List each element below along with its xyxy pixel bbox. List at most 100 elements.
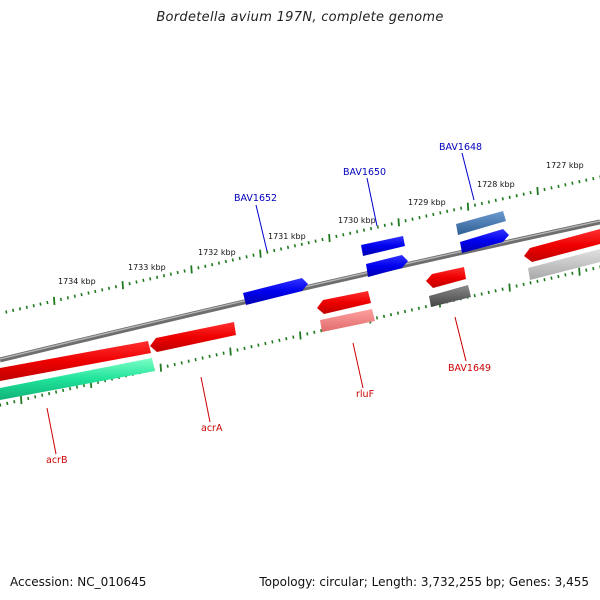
gene-acrB-teal[interactable] [0, 358, 155, 400]
gene-acrA[interactable] [150, 322, 236, 352]
minor-tick [59, 297, 63, 302]
minor-tick [48, 391, 51, 396]
minor-tick [578, 180, 581, 184]
major-tick [159, 363, 162, 372]
major-tick [20, 396, 23, 405]
minor-tick [564, 183, 567, 187]
minor-tick [480, 292, 483, 296]
minor-tick [529, 281, 532, 285]
label-acrB: acrB [46, 455, 67, 466]
gene-bav1648-a[interactable] [456, 211, 506, 235]
minor-tick [564, 273, 567, 277]
minor-tick [473, 293, 476, 298]
gene-right-red[interactable] [524, 229, 600, 262]
minor-tick [501, 197, 504, 201]
major-tick [53, 296, 56, 305]
minor-tick [135, 280, 138, 284]
minor-tick [169, 272, 172, 276]
minor-tick [494, 289, 497, 293]
minor-tick [285, 337, 288, 341]
minor-tick [557, 274, 560, 279]
minor-tick [101, 288, 104, 292]
minor-tick [231, 258, 234, 262]
major-tick [466, 202, 470, 211]
minor-tick [80, 292, 83, 297]
minor-tick [383, 223, 386, 228]
minor-tick [425, 214, 428, 218]
minor-tick [180, 361, 183, 365]
upper-tick-ruler [5, 175, 600, 314]
minor-tick [215, 353, 218, 357]
label-bav1652: BAV1652 [234, 193, 277, 204]
minor-tick [571, 271, 574, 275]
minor-tick [432, 212, 435, 217]
leader-bav1649 [454, 316, 467, 362]
minor-tick [382, 314, 386, 318]
minor-tick [114, 285, 117, 289]
major-tick [190, 265, 193, 274]
minor-tick [236, 348, 239, 352]
minor-tick [321, 237, 324, 242]
gene-bav1649-grey[interactable] [429, 285, 471, 307]
leader-acrA [200, 376, 211, 423]
minor-tick [356, 230, 359, 234]
gene-right-lightgrey[interactable] [528, 249, 600, 280]
minor-tick [557, 184, 560, 189]
minor-tick [313, 330, 316, 334]
minor-tick [69, 387, 72, 391]
gene-bav1649[interactable] [426, 267, 466, 288]
kbp-label-1728: 1728 kbp [477, 180, 515, 189]
leader-bav1650 [366, 177, 378, 227]
minor-tick [314, 239, 317, 243]
gene-rluF-pink[interactable] [320, 309, 375, 332]
minor-tick [307, 241, 310, 245]
minor-tick [222, 351, 225, 355]
minor-tick [39, 302, 42, 306]
minor-tick [494, 198, 497, 203]
minor-tick [149, 277, 152, 281]
minor-tick [453, 208, 456, 212]
minor-tick [550, 276, 553, 280]
minor-tick [585, 178, 588, 182]
gene-bav1650-a[interactable] [361, 236, 405, 256]
leader-rluF [352, 342, 364, 389]
minor-tick [424, 305, 427, 309]
minor-tick [487, 200, 490, 204]
minor-tick [362, 228, 366, 232]
minor-tick [201, 356, 204, 360]
minor-tick [142, 278, 145, 283]
minor-tick [473, 203, 477, 207]
gene-bav1650-b[interactable] [366, 255, 408, 277]
minor-tick [27, 396, 30, 401]
minor-tick [375, 316, 379, 320]
minor-tick [128, 281, 131, 286]
minor-tick [390, 222, 393, 226]
gene-rluF[interactable] [317, 291, 371, 314]
major-tick [578, 267, 581, 276]
label-bav1648: BAV1648 [439, 142, 482, 153]
minor-tick [292, 335, 295, 339]
minor-tick [250, 345, 253, 349]
minor-tick [480, 201, 483, 206]
kbp-label-1731: 1731 kbp [268, 232, 306, 241]
label-acrA: acrA [201, 423, 223, 434]
leader-bav1648 [461, 152, 475, 201]
gene-acrB[interactable] [0, 341, 151, 381]
gene-bav1652[interactable] [243, 278, 308, 305]
label-bav1649: BAV1649 [448, 363, 491, 374]
minor-tick [592, 176, 595, 181]
label-bav1650: BAV1650 [343, 167, 386, 178]
minor-tick [418, 215, 421, 220]
accession-text: Accession: NC_010645 [10, 575, 147, 589]
minor-tick [166, 364, 169, 368]
minor-tick [403, 309, 407, 314]
minor-tick [439, 211, 442, 215]
minor-tick [243, 346, 246, 351]
minor-tick [571, 181, 574, 185]
minor-tick [156, 275, 159, 279]
kbp-label-1732: 1732 kbp [198, 248, 236, 257]
gene-bav1648-b[interactable] [460, 229, 509, 253]
minor-tick [73, 294, 76, 298]
minor-tick [18, 307, 22, 311]
